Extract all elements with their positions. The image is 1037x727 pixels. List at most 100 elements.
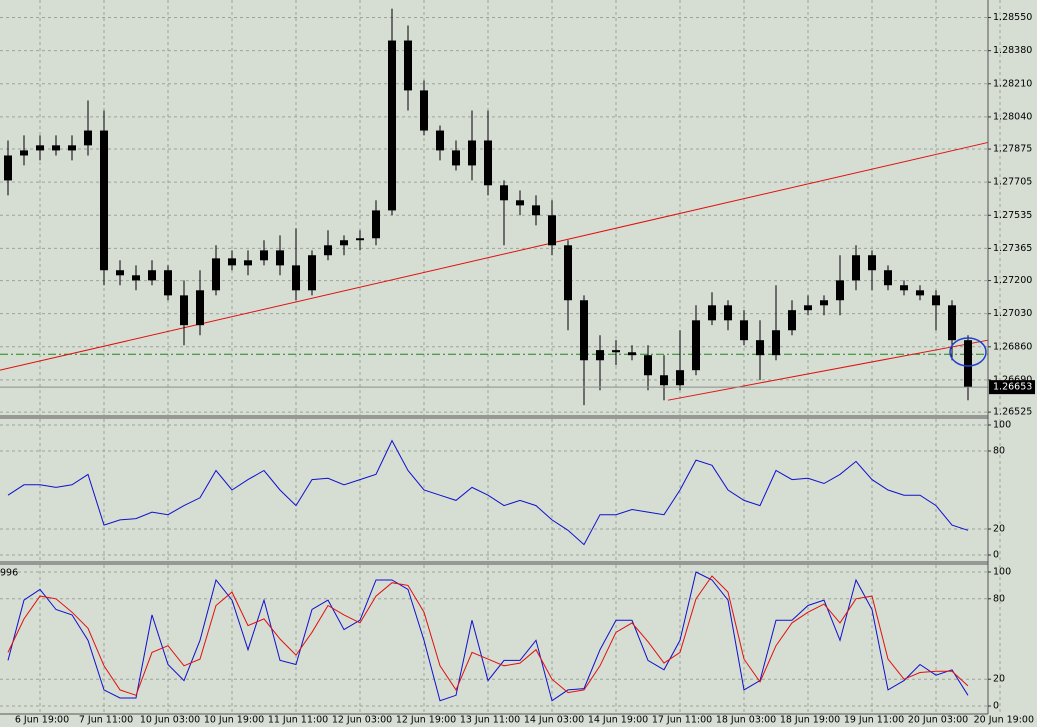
y-tick-label: 1.27705: [993, 177, 1032, 188]
indicator-line: [7, 575, 969, 696]
candle-body: [580, 300, 588, 361]
candle-body: [420, 90, 428, 131]
candle-body: [772, 330, 780, 356]
candle-body: [548, 215, 556, 246]
x-tick-label: 13 Jun 11:00: [460, 715, 520, 726]
candle-body: [804, 305, 812, 311]
trend-line: [667, 339, 989, 401]
candle-body: [148, 270, 156, 281]
candle-body: [820, 300, 828, 306]
candle-body: [340, 240, 348, 246]
candle-body: [964, 340, 972, 388]
y-tick-label: 0: [993, 550, 999, 561]
x-tick-label: 12 Jun 03:00: [332, 715, 392, 726]
candle-body: [852, 255, 860, 281]
candle-body: [756, 340, 764, 356]
candle-body: [228, 258, 236, 266]
y-tick-label: 1.28040: [993, 111, 1032, 122]
grid-layer: [0, 0, 1001, 713]
x-tick-label: 19 Jun 11:00: [844, 715, 904, 726]
y-tick-label: 80: [993, 593, 1005, 604]
x-tick-label: 14 Jun 03:00: [524, 715, 584, 726]
candle-body: [276, 250, 284, 266]
candle-body: [180, 295, 188, 326]
y-tick-label: 1.28210: [993, 78, 1032, 89]
y-tick-label: 1.28380: [993, 45, 1032, 56]
x-tick-label: 20 Jun 03:00: [908, 715, 968, 726]
labels-layer: 6 Jun 19:00 7 Jun 11:00 10 Jun 03:00 10 Jun…: [0, 12, 1035, 726]
candle-body: [388, 40, 396, 211]
candle-body: [740, 320, 748, 341]
candle-body: [884, 270, 892, 286]
candle-body: [868, 255, 876, 271]
candle-body: [164, 270, 172, 296]
candle-body: [916, 290, 924, 296]
y-tick-label: 1.26690: [993, 374, 1032, 385]
trend-line: [0, 141, 989, 371]
x-tick-label: 18 Jun 19:00: [780, 715, 840, 726]
x-tick-label: 10 Jun 03:00: [140, 715, 200, 726]
y-tick-label: 1.27030: [993, 308, 1032, 319]
candle-body: [516, 200, 524, 206]
candle-body: [564, 245, 572, 301]
marks-layer: [0, 8, 989, 702]
y-tick-label: 20: [993, 674, 1005, 685]
indicator-line: [7, 571, 969, 702]
candle-body: [628, 352, 636, 356]
candle-body: [404, 40, 412, 91]
candle-body: [20, 150, 28, 156]
candle-body: [52, 145, 60, 151]
y-tick-label: 100: [993, 566, 1011, 577]
y-tick-label: 1.27875: [993, 144, 1032, 155]
x-tick-label: 6 Jun 19:00: [15, 715, 69, 726]
candle-body: [788, 310, 796, 331]
current-price-label: 1.26653: [993, 382, 1032, 393]
y-tick-label: 80: [993, 445, 1005, 456]
x-tick-label: 12 Jun 19:00: [396, 715, 456, 726]
candle-body: [372, 210, 380, 239]
candle-body: [596, 350, 604, 361]
candle-body: [724, 305, 732, 321]
candle-body: [132, 275, 140, 281]
candle-body: [660, 375, 668, 386]
x-tick-label: 10 Jun 19:00: [204, 715, 264, 726]
x-tick-label: 11 Jun 11:00: [268, 715, 328, 726]
candle-body: [948, 305, 956, 341]
candle-body: [36, 145, 44, 151]
candle-body: [468, 140, 476, 166]
x-tick-label: 7 Jun 11:00: [79, 715, 133, 726]
y-tick-label: 1.27200: [993, 275, 1032, 286]
candle-body: [692, 320, 700, 371]
candle-body: [260, 250, 268, 261]
y-tick-label: 1.27365: [993, 243, 1032, 254]
candle-body: [708, 305, 716, 321]
candle-body: [292, 265, 300, 291]
indicator-label: 996: [0, 568, 18, 579]
y-tick-label: 1.26860: [993, 341, 1032, 352]
candle-body: [68, 145, 76, 151]
candle-body: [644, 355, 652, 376]
candle-body: [196, 290, 204, 326]
y-tick-label: 1.27535: [993, 210, 1032, 221]
indicator-line: [7, 439, 969, 546]
candle-body: [324, 245, 332, 256]
y-tick-label: 1.28550: [993, 12, 1032, 23]
candle-body: [932, 295, 940, 306]
candle-body: [4, 155, 12, 181]
x-tick-label: 14 Jun 19:00: [588, 715, 648, 726]
y-tick-label: 0: [993, 701, 999, 712]
candle-body: [900, 285, 908, 291]
y-tick-label: 100: [993, 419, 1011, 430]
candle-body: [836, 280, 844, 301]
y-tick-label: 1.26525: [993, 407, 1032, 418]
current-price-box: [989, 380, 1035, 395]
x-tick-label: 18 Jun 03:00: [716, 715, 776, 726]
x-tick-label: 20 Jun 19:00: [974, 715, 1034, 726]
candle-body: [84, 130, 92, 146]
annotation-circle: [949, 337, 987, 367]
x-tick-label: 17 Jun 11:00: [652, 715, 712, 726]
candle-body: [308, 255, 316, 291]
candle-body: [500, 185, 508, 201]
candle-body: [484, 140, 492, 186]
